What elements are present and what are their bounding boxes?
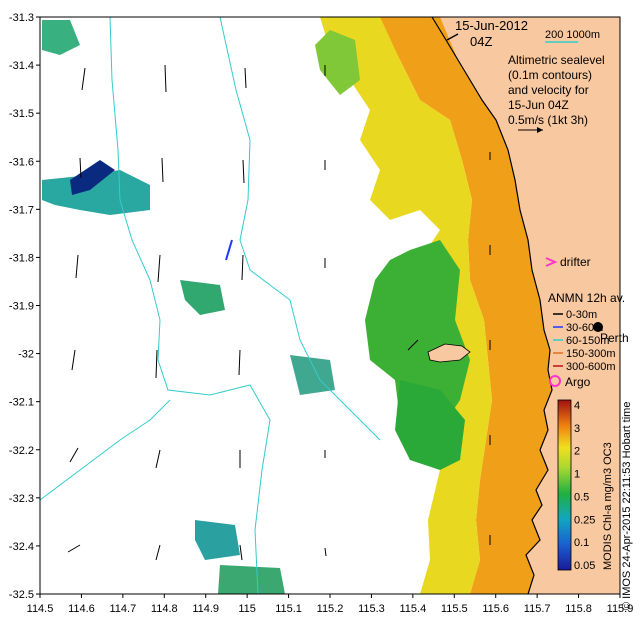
drifter-track xyxy=(225,239,233,261)
land-mass xyxy=(432,17,620,594)
chl-patch-west-dark xyxy=(70,160,115,195)
x-tick-label: 115.7 xyxy=(524,603,551,615)
map-time: 04Z xyxy=(470,34,492,49)
isobath-1000m xyxy=(109,17,271,594)
colorbar-tick-label: 1 xyxy=(574,469,580,481)
anmn-depth-5: 300-600m xyxy=(566,361,616,373)
perth-label: Perth xyxy=(600,331,629,345)
chl-offshore-green-2 xyxy=(395,380,465,470)
title-line-1: Altimetric sealevel xyxy=(508,53,605,67)
y-tick-label: -31.8 xyxy=(9,252,34,264)
y-tick-label: -32.4 xyxy=(9,541,34,553)
colorbar-caption: MODIS Chl-a mg/m3 OC3 xyxy=(602,442,614,570)
drifter-chevron-icon xyxy=(545,257,558,267)
colorbar-tick-label: 3 xyxy=(574,423,580,435)
perth-marker-icon xyxy=(593,322,603,332)
y-tick-label: -32.2 xyxy=(9,445,34,457)
velocity-scale-label: 0.5m/s (1kt 3h) xyxy=(508,113,588,127)
x-tick-label: 114.8 xyxy=(151,603,178,615)
velocity-arrows xyxy=(67,64,491,561)
coastline xyxy=(431,17,553,594)
chl-patch-sw xyxy=(290,355,335,395)
anmn-depth-3: 60-150m xyxy=(566,335,609,347)
x-tick-label: 115 xyxy=(238,603,256,615)
x-tick-label: 115.9 xyxy=(607,603,634,615)
y-tick-label: -31.6 xyxy=(9,156,34,168)
y-tick-label: -32 xyxy=(18,349,34,361)
y-tick-label: -32.1 xyxy=(9,397,34,409)
isobath-legend: 200 1000m xyxy=(545,29,600,41)
colorbar-tick-label: 0.25 xyxy=(574,514,595,526)
anmn-legend: 0-30m 30-60m 60-150m 150-300m 300-600m xyxy=(553,309,616,373)
chl-patch-west xyxy=(42,170,150,215)
x-tick-label: 115.3 xyxy=(358,603,385,615)
title-line-4: 15-Jun 04Z xyxy=(508,98,569,112)
y-axis: -31.3 -31.4 -31.5 -31.6 -31.7 -31.8 -31.9 -32 -3… xyxy=(9,12,40,601)
anmn-title: ANMN 12h av. xyxy=(548,291,625,305)
y-tick-label: -31.3 xyxy=(9,12,34,24)
x-tick-label: 114.6 xyxy=(68,603,95,615)
rottnest-island xyxy=(427,343,471,363)
x-tick-label: 115.2 xyxy=(317,603,344,615)
colorbar xyxy=(557,399,572,571)
date-pointer-icon xyxy=(446,33,459,41)
credit-text: © IMOS 24-Apr-2015 22:11:53 Hobart time xyxy=(621,402,633,610)
colorbar-tick-label: 0.1 xyxy=(574,537,589,549)
colorbar-tick-label: 2 xyxy=(574,446,580,458)
x-tick-label: 115.8 xyxy=(565,603,592,615)
isobath-200m xyxy=(219,17,381,441)
y-tick-label: -31.9 xyxy=(9,301,34,313)
argo-label: Argo xyxy=(565,375,591,389)
x-tick-label: 115.6 xyxy=(482,603,509,615)
map-date: 15-Jun-2012 xyxy=(455,18,528,33)
x-tick-label: 114.7 xyxy=(109,603,136,615)
isobath-south xyxy=(40,399,171,501)
x-tick-label: 115.4 xyxy=(399,603,426,615)
x-tick-label: 114.9 xyxy=(192,603,219,615)
colorbar-ticks: 4 3 2 1 0.5 0.25 0.1 0.05 xyxy=(574,400,595,572)
y-tick-label: -32.5 xyxy=(9,589,34,601)
y-tick-label: -31.7 xyxy=(9,204,34,216)
x-tick-label: 115.1 xyxy=(275,603,302,615)
anmn-depth-4: 150-300m xyxy=(566,348,616,360)
colorbar-tick-label: 0.5 xyxy=(574,491,589,503)
title-line-3: and velocity for xyxy=(508,83,589,97)
title-line-2: (0.1m contours) xyxy=(508,68,592,82)
drifter-label: drifter xyxy=(560,255,591,269)
y-tick-label: -31.5 xyxy=(9,108,34,120)
chl-patch-nw xyxy=(42,20,80,55)
x-tick-label: 114.5 xyxy=(27,603,54,615)
x-tick-label: 115.5 xyxy=(441,603,468,615)
chl-patch-north xyxy=(315,30,360,95)
chl-coastal-high xyxy=(380,17,552,594)
velocity-scale-arrow-icon xyxy=(518,127,543,133)
chl-patch-mid xyxy=(180,280,225,315)
y-tick-label: -31.4 xyxy=(9,60,34,72)
x-axis: 114.5 114.6 114.7 114.8 114.9 115 115.1 115.2 11… xyxy=(27,594,634,615)
chl-patch-s2 xyxy=(218,565,285,594)
colorbar-tick-label: 0.05 xyxy=(574,560,595,572)
y-tick-label: -32.3 xyxy=(9,493,34,505)
chl-patch-south xyxy=(195,520,240,560)
anmn-depth-1: 0-30m xyxy=(566,309,597,321)
argo-marker-icon xyxy=(549,375,561,387)
colorbar-tick-label: 4 xyxy=(574,400,580,412)
